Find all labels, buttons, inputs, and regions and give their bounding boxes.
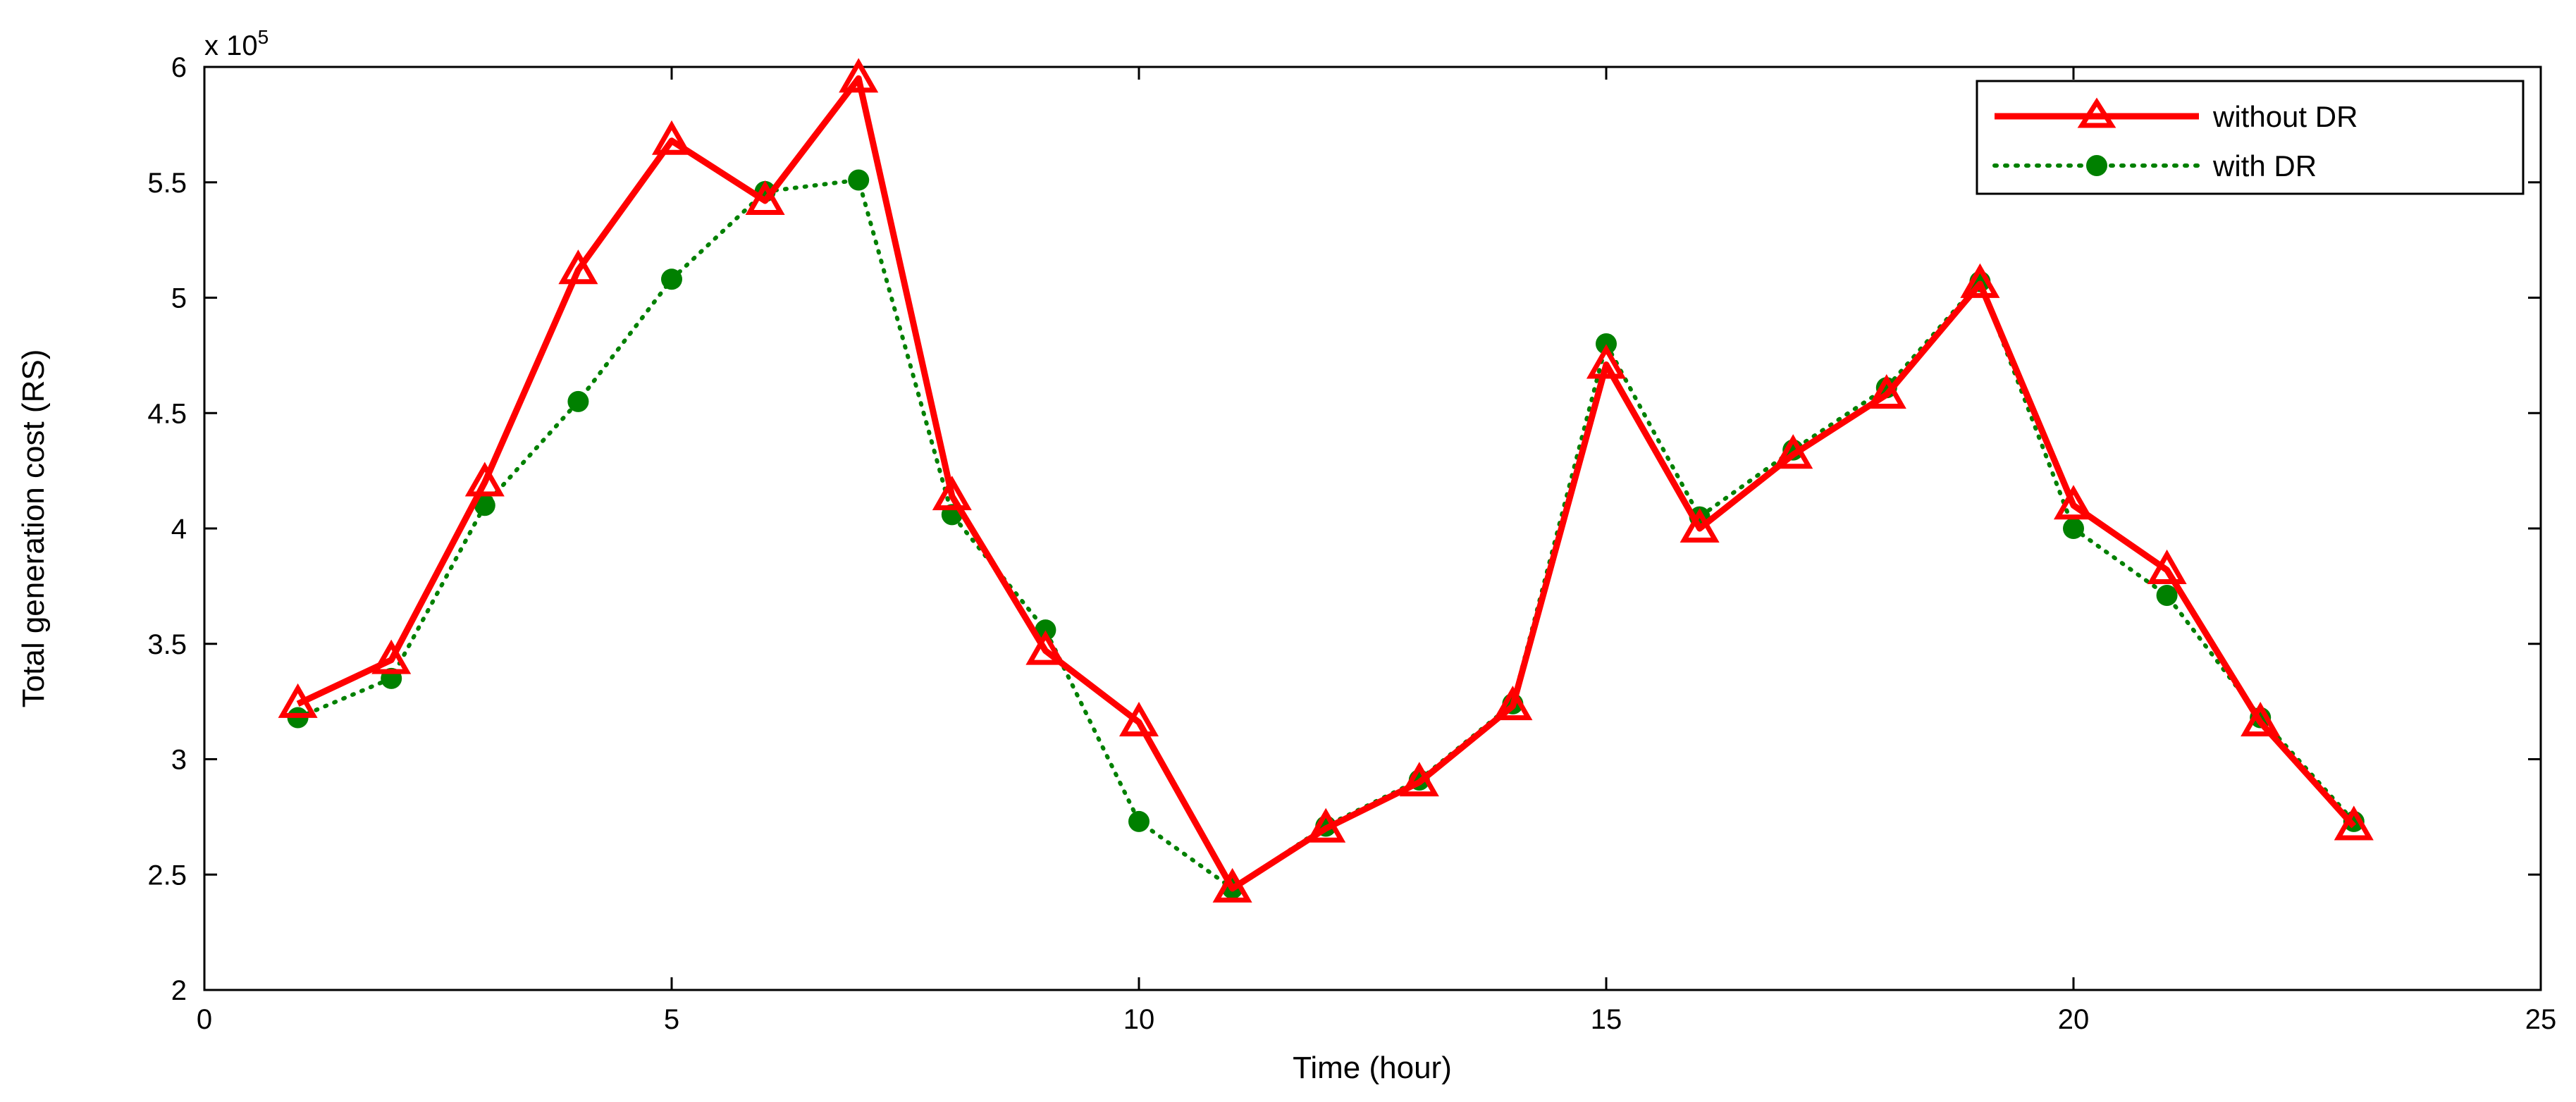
data-point-without-dr <box>1212 867 1252 903</box>
data-point-without-dr <box>2241 702 2281 737</box>
data-point-with-dr <box>1596 333 1617 354</box>
data-point-without-dr <box>278 683 318 718</box>
data-point-with-dr <box>661 268 682 290</box>
data-point-without-dr <box>1493 686 1533 721</box>
x-tick-label: 25 <box>2525 1004 2557 1035</box>
data-point-with-dr <box>1128 810 1150 832</box>
y-tick-label: 5.5 <box>147 168 187 199</box>
axis-ticks: 0 5 10 15 20 25 2 2.5 3 3.5 4 4.5 5 5.5 6 <box>147 52 2556 1035</box>
legend-label-without-dr: without DR <box>2212 100 2358 133</box>
y-tick-label: 2.5 <box>147 860 187 891</box>
legend-marker-with-dr <box>2086 155 2107 176</box>
data-point-without-dr <box>1773 434 1813 469</box>
legend-marker-without-dr <box>2077 97 2116 128</box>
data-point-without-dr <box>1960 263 2000 298</box>
data-point-with-dr <box>2156 584 2178 606</box>
y-multiplier-label: x 105 <box>204 26 269 61</box>
data-point-without-dr <box>839 58 879 93</box>
y-tick-label: 3 <box>171 745 187 776</box>
y-multiplier-base: x 10 <box>204 30 258 61</box>
legend-label-with-dr: with DR <box>2212 149 2317 182</box>
data-point-without-dr <box>1586 344 1627 379</box>
data-point-with-dr <box>1035 619 1056 641</box>
data-point-without-dr <box>2334 805 2374 841</box>
data-point-without-dr <box>745 180 785 215</box>
series-without-dr <box>278 58 2374 903</box>
data-point-with-dr <box>567 390 589 412</box>
legend-box <box>1976 80 2525 195</box>
data-point-without-dr <box>2147 549 2187 584</box>
series-layer <box>278 58 2374 903</box>
x-tick-label: 0 <box>197 1004 212 1035</box>
data-point-without-dr <box>1306 807 1346 843</box>
y-tick-label: 4 <box>171 514 187 545</box>
x-tick-label: 15 <box>1591 1004 1622 1035</box>
y-multiplier-exponent: 5 <box>258 26 269 48</box>
data-point-with-dr <box>848 169 870 191</box>
data-point-without-dr <box>651 120 692 155</box>
y-tick-label: 6 <box>171 52 187 83</box>
y-tick-label: 5 <box>171 283 187 314</box>
y-tick-label: 3.5 <box>147 629 187 660</box>
plot-area <box>203 66 2542 991</box>
y-tick-label: 4.5 <box>147 398 187 429</box>
data-point-with-dr <box>2063 518 2084 539</box>
data-point-without-dr <box>1866 373 1906 409</box>
x-tick-label: 10 <box>1123 1004 1155 1035</box>
y-axis-title: Total generation cost (RS) <box>16 349 51 708</box>
series-line-without-dr <box>296 75 2357 892</box>
x-tick-label: 5 <box>664 1004 679 1035</box>
y-tick-label: 2 <box>171 975 187 1006</box>
data-point-without-dr <box>1025 630 1066 665</box>
data-point-without-dr <box>1680 507 1720 543</box>
data-point-without-dr <box>1118 702 1159 737</box>
x-axis-title: Time (hour) <box>1293 1051 1452 1085</box>
data-point-without-dr <box>558 249 598 285</box>
data-point-without-dr <box>464 462 505 497</box>
data-point-without-dr <box>1399 762 1439 797</box>
data-point-without-dr <box>932 476 972 511</box>
data-point-with-dr <box>474 495 495 516</box>
x-tick-label: 20 <box>2058 1004 2090 1035</box>
data-point-without-dr <box>2053 485 2094 520</box>
legend: without DR with DR <box>1976 80 2525 195</box>
data-point-without-dr <box>371 639 412 674</box>
